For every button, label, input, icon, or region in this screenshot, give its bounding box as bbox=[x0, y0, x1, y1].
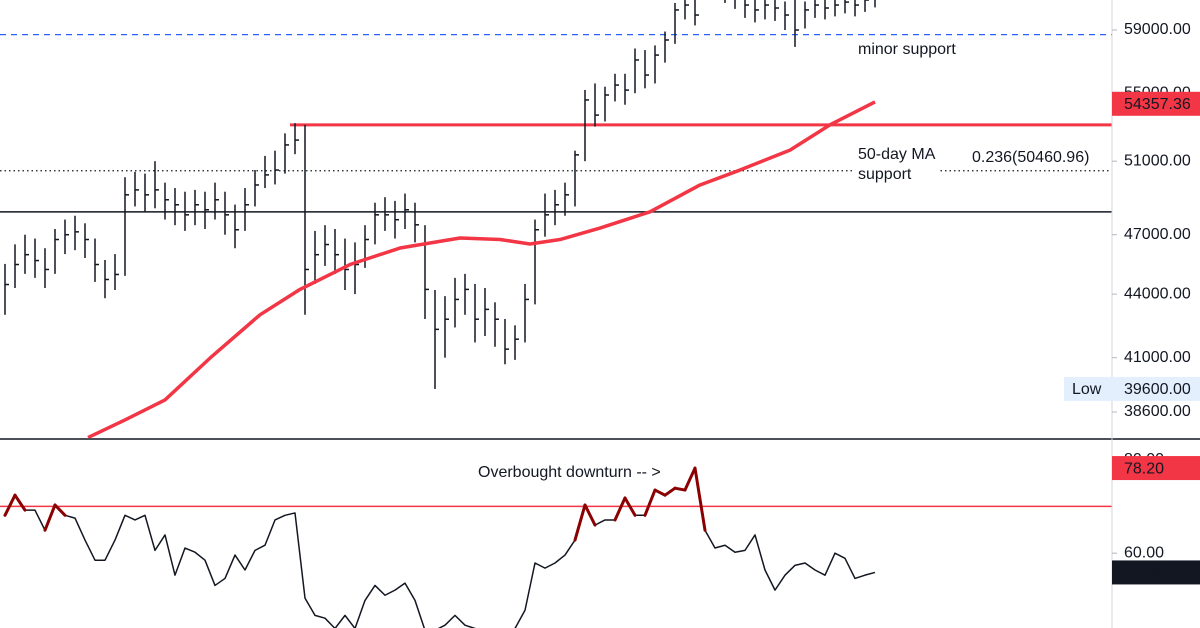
price-pane: 0.236(50460.96) minor support 50-day MA sup… bbox=[0, 0, 1112, 438]
badge-label: 54357.36 bbox=[1124, 96, 1191, 113]
low-label: 39600.00 bbox=[1124, 381, 1191, 398]
y-tick-label: 51000.00 bbox=[1124, 152, 1191, 169]
badge-label: 55.88 bbox=[1124, 565, 1164, 582]
overbought-segment bbox=[653, 488, 667, 497]
overbought-segment bbox=[643, 488, 657, 517]
label-bg bbox=[938, 143, 1104, 168]
overbought-segment bbox=[663, 486, 677, 497]
overbought-segment bbox=[43, 503, 57, 532]
overbought-segment bbox=[693, 466, 707, 532]
overbought-segment bbox=[613, 496, 627, 522]
overbought-segment bbox=[3, 493, 17, 517]
overbought-segment bbox=[53, 503, 67, 517]
overbought-segment bbox=[573, 503, 587, 542]
moving-average bbox=[87, 100, 876, 438]
overbought-segment bbox=[583, 503, 597, 527]
y-tick-label: 60.00 bbox=[1124, 544, 1164, 561]
y-tick-label: 38600.00 bbox=[1124, 403, 1191, 420]
y-tick-label: 59000.00 bbox=[1124, 21, 1191, 38]
price-badge bbox=[1112, 91, 1200, 116]
level-label: 0.236(50460.96) bbox=[972, 149, 1089, 166]
low-name: Low bbox=[1072, 381, 1102, 398]
annotation: minor support bbox=[858, 41, 956, 58]
overbought-segment bbox=[683, 466, 697, 492]
annotation: 50-day MA bbox=[858, 146, 936, 163]
overbought-segment bbox=[623, 496, 637, 517]
y-tick-label: 41000.00 bbox=[1124, 349, 1191, 366]
overbought-segment bbox=[673, 486, 687, 492]
badge-label: 78.20 bbox=[1124, 460, 1164, 477]
y-tick-label: 47000.00 bbox=[1124, 226, 1191, 243]
price-badge bbox=[1112, 456, 1200, 481]
label-bg bbox=[854, 163, 940, 183]
y-tick-label: 44000.00 bbox=[1124, 285, 1191, 302]
annotation: support bbox=[858, 166, 912, 183]
label-bg bbox=[854, 143, 940, 163]
price-badge bbox=[1112, 560, 1200, 585]
overbought-segment bbox=[13, 493, 27, 512]
low-badge bbox=[1064, 376, 1200, 401]
annotation: Overbought downturn -- > bbox=[478, 464, 661, 481]
